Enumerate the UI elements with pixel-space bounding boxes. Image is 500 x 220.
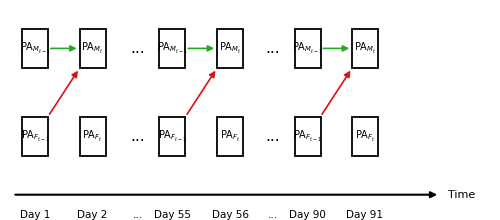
Bar [217, 29, 243, 68]
Bar [80, 29, 106, 68]
Bar [80, 117, 106, 156]
Bar [294, 29, 320, 68]
Bar [352, 117, 378, 156]
Bar [217, 117, 243, 156]
Bar [294, 117, 320, 156]
Text: Day 1: Day 1 [20, 210, 50, 220]
Text: $\mathrm{PA}_{M_{t-1}}$: $\mathrm{PA}_{M_{t-1}}$ [20, 41, 50, 56]
Bar [352, 29, 378, 68]
Text: Time: Time [448, 190, 475, 200]
Bar [22, 29, 48, 68]
Text: Day 91: Day 91 [346, 210, 384, 220]
Text: ...: ... [265, 41, 280, 56]
Text: $\mathrm{PA}_{F_t}$: $\mathrm{PA}_{F_t}$ [354, 129, 376, 144]
Text: Day 90: Day 90 [289, 210, 326, 220]
Text: ...: ... [132, 210, 142, 220]
Text: $\mathrm{PA}_{F_{t-1}}$: $\mathrm{PA}_{F_{t-1}}$ [20, 129, 50, 144]
Text: $\mathrm{PA}_{F_{t-1}}$: $\mathrm{PA}_{F_{t-1}}$ [293, 129, 322, 144]
Bar [22, 117, 48, 156]
Text: Day 55: Day 55 [154, 210, 191, 220]
Text: $\mathrm{PA}_{M_t}$: $\mathrm{PA}_{M_t}$ [354, 41, 376, 56]
Text: ...: ... [130, 129, 145, 144]
Bar [160, 29, 186, 68]
Text: $\mathrm{PA}_{F_t}$: $\mathrm{PA}_{F_t}$ [82, 129, 103, 144]
Text: $\mathrm{PA}_{M_t}$: $\mathrm{PA}_{M_t}$ [81, 41, 104, 56]
Text: $\mathrm{PA}_{F_{t-1}}$: $\mathrm{PA}_{F_{t-1}}$ [158, 129, 187, 144]
Text: Day 56: Day 56 [212, 210, 248, 220]
Text: ...: ... [268, 210, 278, 220]
Text: ...: ... [265, 129, 280, 144]
Text: $\mathrm{PA}_{M_{t-1}}$: $\mathrm{PA}_{M_{t-1}}$ [157, 41, 188, 56]
Bar [160, 117, 186, 156]
Text: $\mathrm{PA}_{M_t}$: $\mathrm{PA}_{M_t}$ [218, 41, 242, 56]
Text: $\mathrm{PA}_{M_{t-1}}$: $\mathrm{PA}_{M_{t-1}}$ [292, 41, 323, 56]
Text: Day 2: Day 2 [78, 210, 108, 220]
Text: ...: ... [130, 41, 145, 56]
Text: $\mathrm{PA}_{F_t}$: $\mathrm{PA}_{F_t}$ [220, 129, 240, 144]
